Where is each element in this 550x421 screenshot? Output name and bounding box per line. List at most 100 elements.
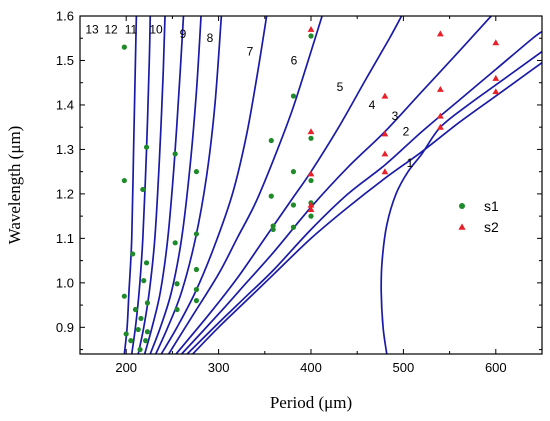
data-point-s1: [290, 202, 297, 208]
curve-mode-6: [167, 16, 323, 354]
curve-mode-5: [175, 16, 403, 354]
data-point-s1: [193, 231, 200, 237]
y-tick-label: 1.5: [56, 53, 74, 68]
curve-label-11: 11: [125, 22, 138, 36]
curve-label-3: 3: [392, 109, 399, 123]
data-point-s2: [381, 130, 389, 137]
y-axis-title: Wavelength (μm): [5, 126, 24, 245]
y-tick-label: 1.6: [56, 9, 74, 24]
curve-label-12: 12: [104, 22, 118, 36]
data-point-s2: [381, 92, 389, 99]
data-point-s1: [268, 137, 274, 144]
x-tick-label: 300: [208, 360, 230, 375]
points-layer: [121, 25, 500, 353]
data-point-s1: [193, 169, 200, 175]
data-point-s2: [307, 25, 315, 32]
curve-label-10: 10: [149, 22, 163, 36]
data-point-s1: [135, 326, 141, 333]
data-point-s2: [307, 201, 315, 208]
data-point-s1: [130, 251, 136, 257]
curve-mode-13: [123, 16, 138, 354]
legend-label-s2: s2: [484, 219, 499, 235]
data-point-s1: [141, 278, 147, 284]
legend-marker-s2: [458, 223, 466, 230]
curve-mode-3: [186, 30, 542, 354]
data-point-s1: [121, 44, 127, 50]
data-point-s1: [270, 223, 276, 229]
curve-mode-1: [380, 50, 542, 354]
data-point-s1: [174, 306, 180, 313]
data-point-s1: [308, 135, 314, 141]
data-point-s2: [307, 128, 315, 135]
data-point-s1: [137, 346, 143, 353]
data-point-s2: [436, 123, 444, 130]
curve-label-9: 9: [180, 27, 187, 41]
x-axis-title: Period (μm): [270, 393, 352, 412]
y-tick-label: 1.2: [56, 186, 74, 201]
data-point-s1: [290, 93, 297, 99]
data-point-s1: [123, 331, 129, 337]
data-point-s2: [492, 39, 500, 46]
x-tick-label: 600: [485, 360, 507, 375]
curve-label-6: 6: [291, 53, 298, 67]
x-tick-label: 400: [300, 360, 322, 375]
data-point-s1: [128, 338, 134, 344]
y-tick-label: 1.1: [56, 231, 74, 246]
curve-mode-4: [181, 16, 492, 354]
data-point-s1: [308, 213, 314, 219]
axes-layer: 200 300 400 500 600 0.9 1.0 1.1 1.2 1.3 1.4 1.5 1.6: [56, 9, 543, 375]
data-point-s1: [308, 177, 314, 184]
data-point-s1: [144, 300, 151, 306]
data-point-s1: [121, 293, 127, 299]
data-point-s1: [290, 224, 297, 230]
data-point-s1: [193, 266, 200, 273]
data-point-s1: [140, 186, 146, 193]
curve-label-5: 5: [337, 80, 344, 94]
data-point-s2: [381, 150, 389, 157]
curve-mode-11: [137, 16, 166, 354]
data-point-s1: [143, 260, 150, 266]
data-point-s2: [307, 206, 315, 213]
data-point-s2: [436, 85, 444, 92]
data-point-s1: [193, 286, 200, 293]
curve-label-7: 7: [247, 45, 254, 59]
curve-label-8: 8: [207, 31, 214, 45]
data-point-s1: [138, 315, 144, 322]
curve-mode-2: [192, 62, 542, 354]
y-tick-label: 1.0: [56, 275, 74, 290]
data-point-s1: [143, 144, 150, 150]
data-point-s1: [144, 329, 151, 335]
data-point-s1: [308, 33, 314, 39]
curve-mode-12: [130, 16, 152, 354]
curve-label-13: 13: [85, 22, 99, 36]
data-point-s1: [172, 151, 178, 157]
x-tick-label: 200: [115, 360, 137, 375]
y-tick-label: 1.3: [56, 142, 74, 157]
x-tick-label: 500: [393, 360, 415, 375]
curve-label-2: 2: [403, 125, 410, 139]
data-point-s1: [268, 193, 274, 199]
data-point-s1: [132, 306, 139, 313]
curve-label-4: 4: [369, 98, 376, 112]
data-point-s2: [436, 112, 444, 119]
data-point-s1: [143, 338, 149, 344]
data-point-s1: [174, 281, 180, 287]
data-point-s2: [436, 30, 444, 37]
legend-label-s1: s1: [484, 198, 499, 214]
curve-mode-9: [149, 16, 202, 354]
data-point-s1: [270, 226, 276, 233]
data-point-s2: [492, 88, 500, 95]
y-tick-label: 0.9: [56, 320, 74, 335]
curves-layer: [123, 16, 542, 354]
data-point-s1: [290, 169, 297, 175]
data-point-s1: [172, 240, 178, 246]
curve-mode-10: [143, 16, 185, 354]
legend-marker-s1: [459, 203, 465, 209]
curve-mode-7: [160, 16, 268, 354]
data-point-s2: [381, 168, 389, 175]
y-tick-label: 1.4: [56, 97, 74, 112]
